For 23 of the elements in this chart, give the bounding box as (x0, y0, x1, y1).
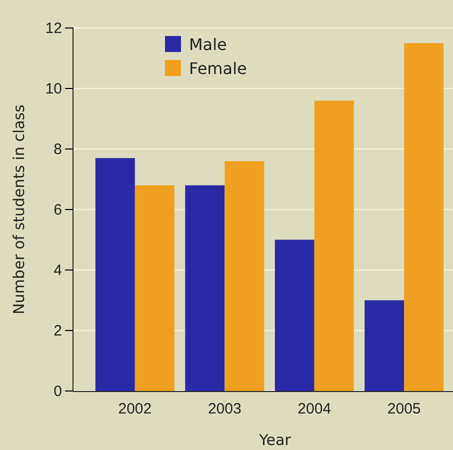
bar (314, 100, 354, 391)
y-tick-label: 8 (54, 140, 62, 158)
y-tick-label: 0 (54, 382, 62, 400)
bar (404, 43, 444, 391)
x-axis-title: Year (258, 431, 292, 449)
bar (274, 240, 314, 391)
bar (95, 158, 135, 391)
x-tick-label: 2003 (208, 400, 242, 418)
bar (185, 185, 225, 391)
legend-label: Female (189, 59, 247, 78)
y-tick-label: 6 (54, 201, 62, 218)
bar (134, 185, 174, 391)
legend-label: Male (189, 35, 227, 54)
y-axis-title: Number of students in class (10, 104, 28, 314)
bar (224, 161, 264, 391)
x-tick-label: 2004 (298, 400, 332, 418)
x-tick-label: 2002 (118, 400, 152, 418)
y-tick-label: 2 (54, 322, 62, 340)
bar (364, 300, 404, 391)
y-tick-label: 12 (45, 20, 62, 37)
y-tick-label: 10 (45, 80, 62, 98)
x-tick-label: 2005 (387, 400, 421, 418)
y-tick-label: 4 (54, 262, 62, 279)
